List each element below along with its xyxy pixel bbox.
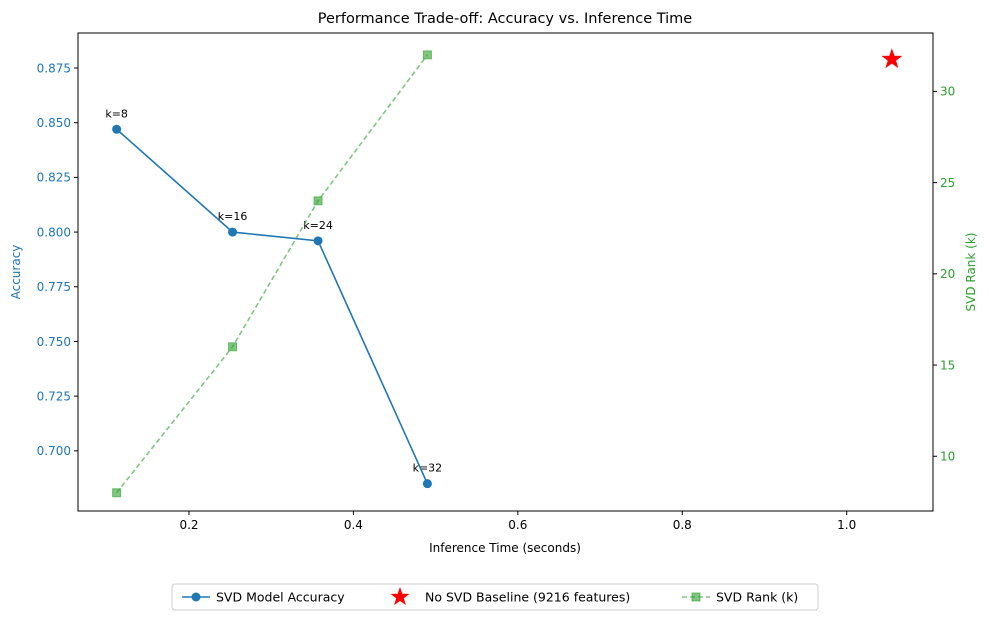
y-axis-label-left: Accuracy — [9, 245, 23, 300]
baseline-star-point — [881, 48, 903, 69]
x-tick-label: 0.2 — [179, 518, 198, 532]
y-left-tick-label: 0.850 — [37, 116, 71, 130]
accuracy-annotation: k=24 — [303, 219, 333, 232]
y-left-tick-label: 0.700 — [37, 444, 71, 458]
chart-title: Performance Trade-off: Accuracy vs. Infe… — [318, 11, 693, 27]
plot-frame — [77, 32, 934, 512]
rank-point — [112, 488, 122, 498]
y-axis-right: 10 15 20 25 30 — [933, 85, 955, 464]
legend: SVD Model Accuracy No SVD Baseline (9216… — [171, 583, 819, 611]
y-right-tick-label: 10 — [940, 450, 955, 464]
accuracy-point — [228, 227, 238, 237]
legend-baseline-label: No SVD Baseline (9216 features) — [425, 590, 630, 605]
x-axis-label: Inference Time (seconds) — [429, 541, 581, 555]
y-left-tick-label: 0.875 — [37, 61, 71, 75]
series-layer — [112, 48, 903, 498]
annotations-layer: k=8 k=16 k=24 k=32 — [105, 107, 442, 474]
accuracy-point — [313, 236, 323, 246]
rank-point — [313, 196, 323, 206]
y-left-tick-label: 0.800 — [37, 225, 71, 239]
y-left-tick-label: 0.825 — [37, 171, 71, 185]
legend-item-rank: SVD Rank (k) — [682, 590, 798, 605]
y-left-tick-label: 0.775 — [37, 280, 71, 294]
accuracy-annotation: k=32 — [413, 462, 443, 475]
legend-item-accuracy: SVD Model Accuracy — [182, 590, 345, 605]
y-axis-left: 0.700 0.725 0.750 0.775 0.800 0.825 0.850 0.875 — [37, 61, 78, 458]
rank-series-line — [116, 54, 429, 494]
accuracy-annotation: k=8 — [105, 107, 128, 120]
legend-baseline-star-icon — [390, 587, 410, 606]
x-axis: 0.2 0.4 0.6 0.8 1.0 — [179, 511, 856, 532]
y-right-tick-label: 30 — [940, 85, 955, 99]
y-right-tick-label: 25 — [940, 176, 955, 190]
y-left-tick-label: 0.750 — [37, 335, 71, 349]
legend-rank-marker — [691, 592, 701, 602]
x-tick-label: 0.6 — [508, 518, 527, 532]
x-tick-label: 0.8 — [673, 518, 692, 532]
legend-frame — [171, 583, 819, 611]
x-tick-label: 0.4 — [344, 518, 363, 532]
y-axis-label-right: SVD Rank (k) — [964, 233, 978, 312]
rank-point — [422, 50, 432, 60]
accuracy-point — [112, 124, 122, 134]
y-left-tick-label: 0.725 — [37, 389, 71, 403]
accuracy-series-line — [116, 128, 429, 484]
rank-point — [228, 342, 238, 352]
accuracy-annotation: k=16 — [218, 210, 248, 223]
y-right-tick-label: 15 — [940, 358, 955, 372]
legend-accuracy-label: SVD Model Accuracy — [216, 590, 345, 605]
x-tick-label: 1.0 — [837, 518, 856, 532]
legend-rank-label: SVD Rank (k) — [716, 590, 798, 605]
legend-accuracy-marker — [191, 592, 201, 602]
y-right-tick-label: 20 — [940, 267, 955, 281]
accuracy-point — [422, 479, 432, 489]
legend-item-baseline: No SVD Baseline (9216 features) — [390, 587, 630, 606]
